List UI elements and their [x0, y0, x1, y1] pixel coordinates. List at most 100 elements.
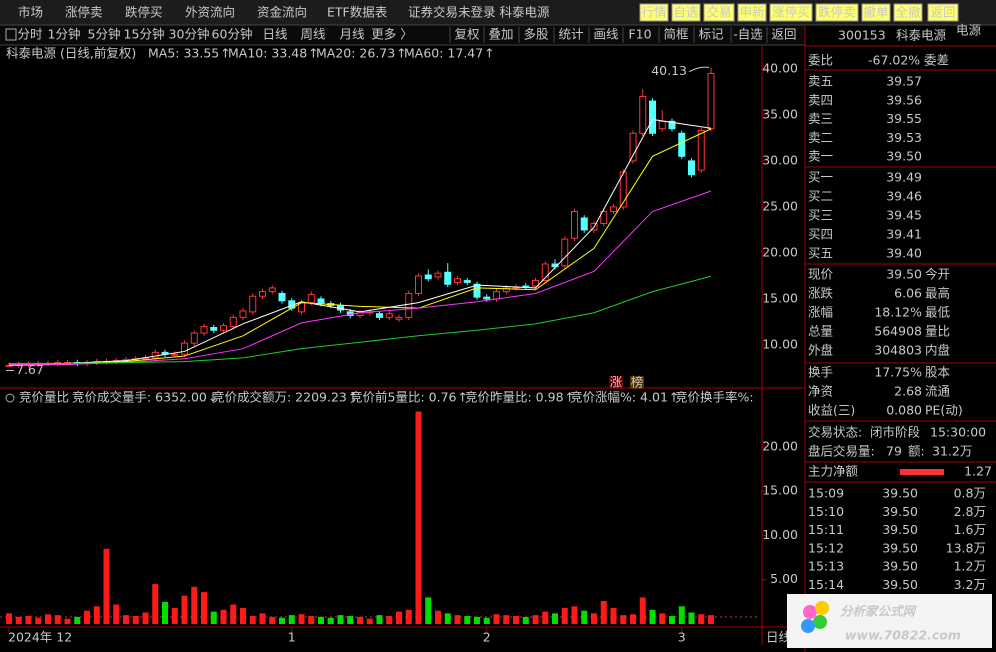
flow-value: 1.27 [964, 464, 992, 479]
button-label[interactable]: 涨停买 [772, 5, 810, 20]
badge [630, 376, 644, 389]
volume-bar [415, 411, 422, 624]
period-tab[interactable]: 更多 〉 [371, 27, 412, 42]
tick-time: 15:12 [808, 540, 844, 555]
menu-item[interactable]: ETF数据表 [327, 5, 388, 20]
candle-body [610, 206, 617, 213]
volume-bar [220, 609, 227, 624]
menu-item[interactable]: 资金流向 [257, 5, 307, 20]
ma-line [8, 118, 712, 366]
button-label[interactable]: 返回 [930, 5, 955, 20]
period-tab[interactable]: 日线 [262, 27, 288, 42]
candle-body [678, 132, 686, 157]
period-tab[interactable]: 1分钟 [48, 27, 81, 42]
stock-tag: 电源 [956, 23, 982, 38]
tool-button[interactable]: 标记 [698, 27, 724, 42]
period-tab[interactable]: 5分钟 [88, 27, 121, 42]
button-label[interactable]: 申新 [739, 5, 764, 20]
tool-button[interactable]: 返回 [771, 27, 796, 42]
period-tab[interactable]: 15分钟 [124, 27, 165, 42]
menu-item[interactable]: 市场 [18, 5, 43, 20]
x-tick-label: 2 [483, 630, 491, 645]
order-price: 39.50 [886, 149, 922, 164]
candle-body [405, 292, 413, 318]
volume-bar [405, 609, 412, 624]
tick-volume: 3.2万 [954, 577, 986, 592]
menu-button[interactable] [639, 3, 669, 22]
period-tab[interactable]: 30分钟 [169, 27, 210, 42]
stat-value: 564908 [874, 324, 922, 339]
tool-button[interactable]: F10 [628, 27, 651, 42]
candle-body [571, 211, 578, 239]
volume-bar [279, 617, 285, 624]
tool-button[interactable]: 多股 [523, 27, 549, 42]
panel-icon [5, 393, 15, 403]
tool-button[interactable]: 叠加 [488, 27, 513, 42]
volume-bar [152, 584, 159, 624]
button-label[interactable]: 行情 [641, 5, 666, 20]
menu-item[interactable]: 外资流向 [185, 5, 235, 20]
volume-bar [210, 611, 217, 624]
button-label[interactable]: 交易 [706, 5, 731, 20]
volume-bar [327, 617, 334, 624]
tick-price: 39.50 [882, 559, 918, 574]
volume-bar [35, 617, 42, 624]
tool-button[interactable]: 复权 [454, 27, 480, 42]
menu-button[interactable] [815, 3, 859, 22]
stat-value: 0.080 [886, 403, 922, 418]
volume-bar [259, 613, 266, 624]
volume-bar [561, 608, 568, 624]
menu-item[interactable]: 跌停买 [125, 5, 163, 20]
period-tab[interactable]: 分时 [17, 27, 43, 42]
stat-value: 39.50 [886, 267, 922, 282]
y-tick-label: 15.00 [762, 290, 798, 305]
x-tick-label: 2024年 12 [8, 630, 72, 645]
stat-value: 304803 [874, 343, 922, 358]
tool-button[interactable]: 统计 [558, 27, 583, 42]
tick-time: 15:10 [808, 504, 844, 519]
volume-bar [425, 597, 432, 624]
period-tab[interactable]: 月线 [339, 27, 365, 42]
menu-button[interactable] [737, 3, 767, 22]
menu-button[interactable] [927, 3, 959, 22]
candle-body [395, 316, 403, 320]
order-price: 39.45 [886, 208, 922, 223]
order-level: 卖五 [808, 74, 833, 89]
stat-label: 现价 [808, 267, 834, 282]
flow-label: 主力净额 [808, 464, 859, 479]
volume-bar [357, 616, 363, 624]
indicator-label: 竞价昨量比: 0.98 [465, 390, 564, 405]
tool-button[interactable]: -自选 [733, 27, 763, 42]
volume-bar [522, 616, 529, 624]
button-label[interactable]: 撤单 [863, 5, 888, 20]
candle-body [220, 325, 227, 331]
volume-bar [45, 614, 51, 624]
tool-button[interactable]: 画线 [593, 27, 619, 42]
menu-button[interactable] [893, 3, 923, 22]
tick-volume: 1.6万 [954, 522, 986, 537]
menu-item[interactable]: 涨停卖 [65, 5, 103, 20]
stat-label: 流通 [925, 384, 951, 399]
candle-body [649, 100, 656, 134]
order-price: 39.41 [886, 227, 922, 242]
volume-bar [454, 615, 461, 624]
trend-arrow: ↑ [669, 390, 679, 405]
menu-button[interactable] [671, 3, 701, 22]
button-label[interactable]: 跌停卖 [818, 5, 856, 20]
chart-title: 科泰电源 (日线,前复权) [6, 46, 136, 61]
logo [801, 619, 815, 633]
period-tab[interactable]: 周线 [300, 27, 326, 42]
menu-button[interactable] [861, 3, 891, 22]
menu-button[interactable] [703, 3, 735, 22]
candle-body [483, 296, 491, 300]
button-label[interactable]: 自选 [673, 5, 699, 20]
menu-button[interactable] [769, 3, 813, 22]
candle-body [181, 342, 188, 355]
volume-bar [581, 610, 588, 624]
indicator-label: 竞价成交量手: 6352.00 [72, 390, 207, 405]
volume-bar [708, 615, 714, 624]
order-level: 卖一 [808, 149, 833, 164]
tool-button[interactable]: 简框 [663, 27, 689, 42]
button-label[interactable]: 全撤 [895, 5, 921, 20]
period-tab[interactable]: 60分钟 [212, 27, 253, 42]
